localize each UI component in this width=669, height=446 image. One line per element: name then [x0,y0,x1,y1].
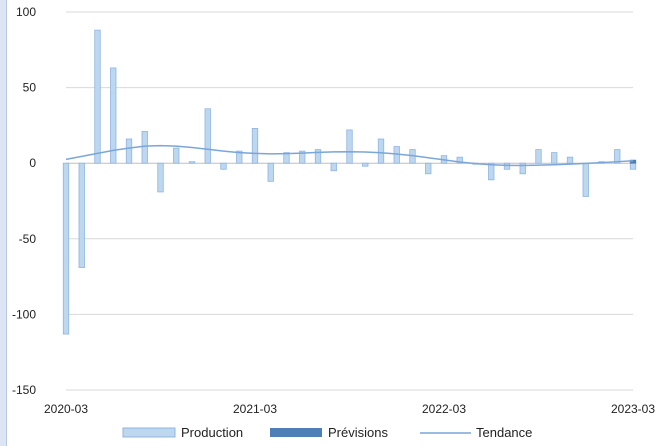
y-axis-ticks: 100 50 0 -50 -100 -150 [12,5,36,397]
legend-swatch-production [122,427,176,438]
legend-label-tendance: Tendance [476,425,532,440]
x-tick-label: 2023-03 [611,402,655,416]
y-tick-label: 100 [16,5,36,19]
bar-production [377,138,385,164]
bar-production [141,131,148,164]
legend-label-production: Production [181,425,243,440]
bar-production [614,149,621,164]
bar-production [125,138,133,164]
bar-production [425,162,432,175]
bar-production [220,162,227,170]
x-tick-label: 2021-03 [233,402,277,416]
bar-production [535,149,542,164]
y-tick-label: 0 [29,156,36,170]
y-tick-label: -150 [12,383,36,397]
bar-production [283,152,290,164]
grid-lines [66,11,633,391]
bar-production [346,129,353,164]
y-tick-label: 50 [23,81,37,95]
bar-production [299,150,306,164]
bar-production [330,162,337,172]
legend: Production Prévisions Tendance [122,425,532,440]
bar-production [551,152,558,164]
bar-production [582,162,589,197]
x-tick-label: 2020-03 [44,402,88,416]
bar-production [173,147,180,164]
bars-layer [62,29,637,335]
bar-production [251,128,259,164]
bar-production [157,162,164,193]
bar-production [62,162,70,335]
bar-production [188,161,196,164]
bar-production [236,150,243,164]
bar-production [110,67,117,164]
bar-production [629,162,637,170]
bar-production [488,162,495,181]
bar-production [566,156,574,164]
bar-production [456,156,463,164]
bar-production [78,162,85,268]
x-tick-label: 2022-03 [422,402,466,416]
legend-swatch-previsions [270,428,322,437]
y-tick-label: -50 [19,232,37,246]
y-tick-label: -100 [12,307,36,321]
bar-production [519,162,526,175]
bar-production [503,162,511,170]
bar-production [204,108,211,164]
bar-production [362,162,369,167]
trend-line [65,144,634,167]
bar-production [267,162,274,182]
x-axis-ticks: 2020-03 2021-03 2022-03 2023-03 [44,402,655,416]
trend-layer [65,144,634,167]
legend-label-previsions: Prévisions [328,425,388,440]
left-border-rail [0,0,7,446]
bar-production [314,149,322,164]
bar-production [94,29,101,164]
